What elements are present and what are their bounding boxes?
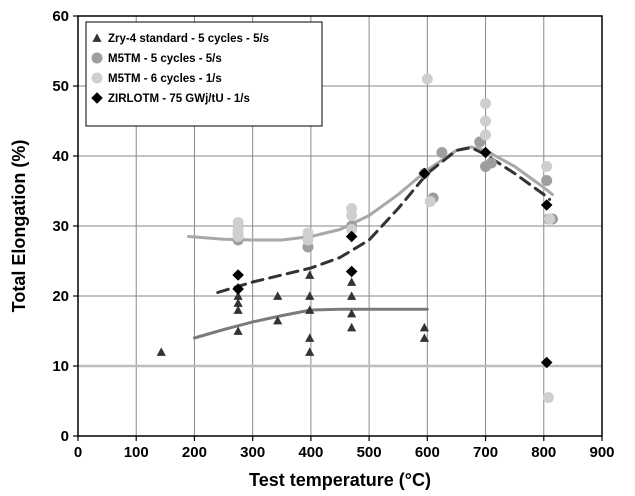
- data-point-series-1: [347, 277, 357, 286]
- y-tick-label: 50: [52, 78, 69, 95]
- data-point-series-3: [302, 234, 314, 246]
- data-point-series-1: [233, 291, 243, 300]
- legend-label-2: M5TM - 5 cycles - 5/s: [108, 53, 222, 65]
- data-point-series-1: [347, 308, 357, 318]
- legend: Zry-4 standard - 5 cycles - 5/s M5TM - 5 …: [85, 21, 323, 127]
- data-point-series-3: [424, 196, 436, 207]
- x-tick-label: 500: [357, 444, 382, 461]
- x-tick-label: 400: [298, 444, 323, 461]
- data-point-series-1: [347, 322, 357, 332]
- legend-box: [85, 21, 323, 127]
- data-point-series-3: [542, 392, 554, 403]
- legend-label-1: Zry-4 standard - 5 cycles - 5/s: [108, 33, 269, 45]
- data-point-series-2: [485, 157, 497, 169]
- x-tick-label: 300: [240, 444, 265, 461]
- data-points: [156, 73, 559, 403]
- x-tick-label: 200: [182, 444, 207, 461]
- x-tick-label: 600: [415, 444, 440, 461]
- data-point-series-4: [345, 230, 358, 243]
- y-tick-label: 30: [52, 218, 69, 235]
- trend-line-2: [187, 145, 554, 242]
- data-point-series-1: [419, 322, 430, 332]
- data-point-series-1: [273, 291, 283, 300]
- legend-label-3: M5TM - 6 cycles - 1/s: [108, 73, 222, 85]
- data-point-series-1: [347, 291, 357, 300]
- data-point-series-4: [418, 167, 431, 180]
- data-point-series-4: [540, 356, 553, 369]
- data-point-series-3: [544, 213, 556, 225]
- data-point-series-1: [419, 333, 430, 342]
- x-tick-label: 100: [124, 444, 149, 461]
- data-point-series-4: [232, 269, 244, 281]
- data-point-series-4: [345, 265, 358, 278]
- data-point-series-4: [232, 283, 244, 295]
- data-point-series-3: [346, 224, 358, 235]
- x-tick-label: 800: [531, 444, 556, 461]
- data-point-series-1: [305, 333, 315, 342]
- data-point-series-1: [233, 326, 243, 335]
- data-point-series-4: [479, 146, 492, 159]
- x-axis-title: Test temperature (°C): [249, 470, 431, 490]
- x-tick-label: 0: [74, 444, 82, 461]
- data-point-series-1: [233, 305, 243, 314]
- y-axis-title: Total Elongation (%): [9, 140, 29, 313]
- data-point-series-3: [480, 98, 492, 109]
- legend-label-4: ZIRLOTM - 75 GWj/tU - 1/s: [108, 93, 250, 105]
- axis-ticks: 0 100 200 300 400 500 600 700 800 900 0 10 20 30 40 50 6…: [52, 8, 614, 461]
- x-tick-label: 900: [589, 444, 614, 461]
- data-point-series-3: [541, 161, 553, 172]
- data-point-series-3: [232, 231, 244, 242]
- y-tick-label: 60: [52, 8, 69, 25]
- x-tick-label: 700: [473, 444, 498, 461]
- data-point-series-1: [305, 270, 315, 279]
- data-point-series-3: [480, 115, 492, 127]
- data-point-series-1: [233, 298, 243, 307]
- data-point-series-1: [305, 291, 315, 300]
- data-point-series-3: [480, 129, 492, 141]
- trend-line-3: [216, 146, 552, 294]
- y-tick-label: 20: [52, 288, 69, 305]
- data-point-series-1: [156, 347, 166, 356]
- legend-marker-1: [92, 33, 102, 42]
- data-point-series-3: [346, 210, 358, 221]
- legend-marker-3: [91, 72, 103, 84]
- y-tick-label: 10: [52, 358, 69, 375]
- data-point-series-1: [305, 305, 315, 314]
- legend-marker-4: [91, 92, 103, 104]
- trend-lines: [187, 145, 554, 340]
- data-point-series-3: [421, 73, 433, 85]
- y-tick-label: 0: [61, 428, 69, 445]
- legend-marker-2: [91, 52, 103, 64]
- data-point-series-1: [273, 315, 283, 325]
- data-point-series-2: [541, 175, 553, 186]
- data-point-series-2: [436, 147, 448, 158]
- data-point-series-4: [540, 199, 553, 211]
- y-tick-label: 40: [52, 148, 69, 165]
- data-point-series-1: [305, 347, 315, 356]
